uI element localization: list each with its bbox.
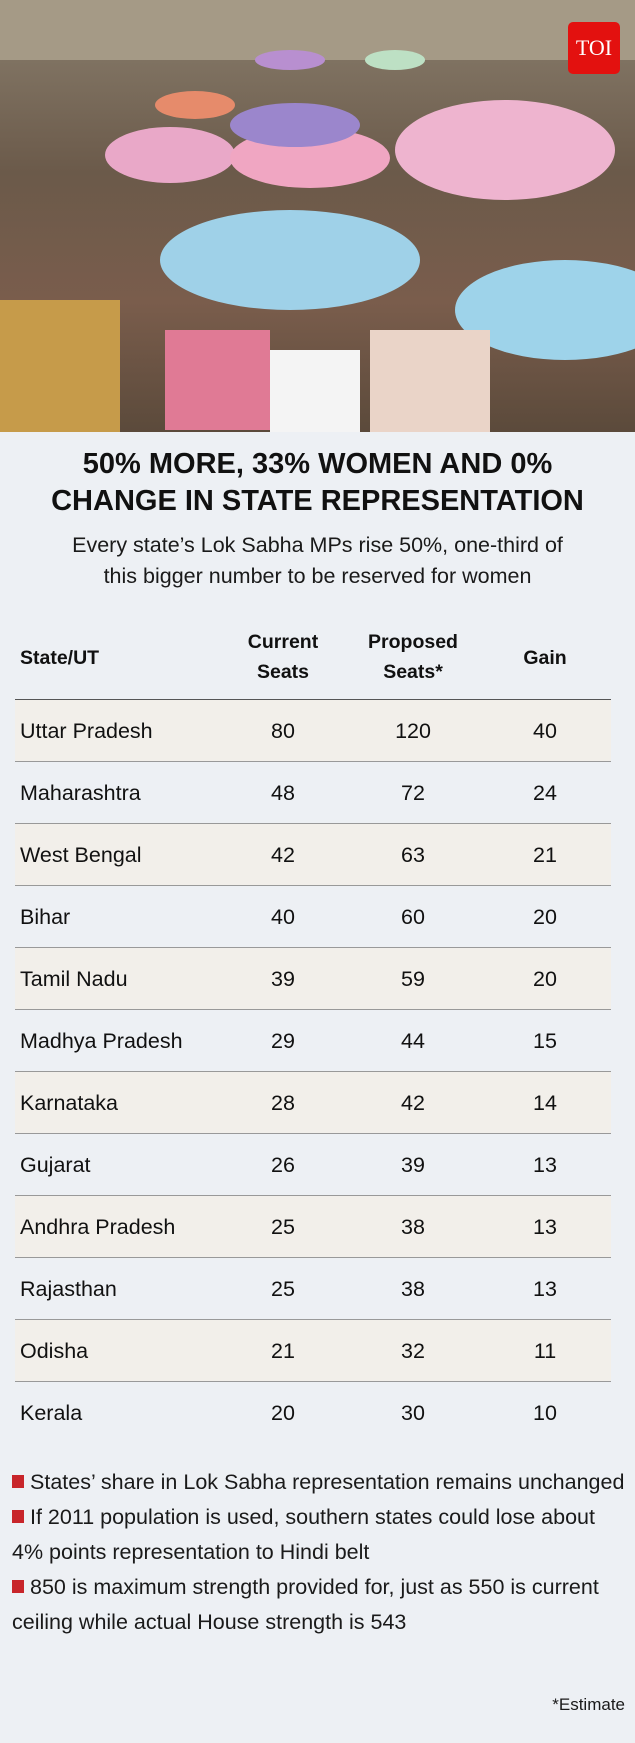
- table-row: Kerala 20 30 10: [15, 1382, 611, 1444]
- subtitle-line: Every state’s Lok Sabha MPs rise 50%, on…: [72, 533, 563, 557]
- proposed-seats: 38: [401, 1277, 425, 1301]
- gain: 40: [533, 719, 557, 743]
- current-seats: 40: [271, 905, 295, 929]
- gain: 20: [533, 967, 557, 991]
- proposed-seats: 42: [401, 1091, 425, 1115]
- state-name: Rajasthan: [20, 1277, 117, 1301]
- proposed-seats: 38: [401, 1215, 425, 1239]
- bullet-square-icon: [12, 1475, 24, 1488]
- subtitle: Every state’s Lok Sabha MPs rise 50%, on…: [0, 530, 635, 592]
- seats-table: State/UT Current Seats Proposed Seats* Gai…: [15, 620, 611, 1444]
- current-seats: 20: [271, 1401, 295, 1425]
- proposed-seats: 72: [401, 781, 425, 805]
- current-seats: 26: [271, 1153, 295, 1177]
- proposed-seats: 44: [401, 1029, 425, 1053]
- state-name: Karnataka: [20, 1091, 119, 1115]
- table-row: Rajasthan 25 38 13: [15, 1258, 611, 1320]
- proposed-seats: 59: [401, 967, 425, 991]
- footnote: *Estimate: [552, 1695, 625, 1714]
- current-seats: 42: [271, 843, 295, 867]
- bullet-square-icon: [12, 1510, 24, 1523]
- current-seats: 28: [271, 1091, 295, 1115]
- proposed-seats: 63: [401, 843, 425, 867]
- state-name: West Bengal: [20, 843, 142, 867]
- state-name: Bihar: [20, 905, 71, 929]
- table-row: Gujarat 26 39 13: [15, 1134, 611, 1196]
- table-row: Karnataka 28 42 14: [15, 1072, 611, 1134]
- table-row: Madhya Pradesh 29 44 15: [15, 1010, 611, 1072]
- current-seats: 25: [271, 1215, 295, 1239]
- proposed-seats: 120: [395, 719, 431, 743]
- gain: 14: [533, 1091, 557, 1115]
- gain: 10: [533, 1401, 557, 1425]
- gain: 13: [533, 1153, 557, 1177]
- note-item: States’ share in Lok Sabha representatio…: [12, 1465, 627, 1500]
- gain: 20: [533, 905, 557, 929]
- protest-photo: TOI: [0, 0, 635, 432]
- state-name: Andhra Pradesh: [20, 1215, 176, 1239]
- table-row: Andhra Pradesh 25 38 13: [15, 1196, 611, 1258]
- state-name: Madhya Pradesh: [20, 1029, 183, 1053]
- state-name: Kerala: [20, 1401, 83, 1425]
- table-row: Maharashtra 48 72 24: [15, 762, 611, 824]
- state-name: Maharashtra: [20, 781, 141, 805]
- state-name: Odisha: [20, 1339, 89, 1363]
- gain: 21: [533, 843, 557, 867]
- state-name: Gujarat: [20, 1153, 91, 1177]
- headline-line: 50% MORE, 33% WOMEN AND 0%: [82, 448, 553, 480]
- table-row: Odisha 21 32 11: [15, 1320, 611, 1382]
- toi-logo: TOI: [568, 22, 620, 74]
- current-seats: 21: [271, 1339, 295, 1363]
- proposed-seats: 60: [401, 905, 425, 929]
- table-row: West Bengal 42 63 21: [15, 824, 611, 886]
- state-name: Uttar Pradesh: [20, 719, 153, 743]
- subtitle-line: this bigger number to be reserved for wo…: [103, 564, 532, 588]
- state-name: Tamil Nadu: [20, 967, 128, 991]
- current-seats: 39: [271, 967, 295, 991]
- current-seats: 29: [271, 1029, 295, 1053]
- table-row: Bihar 40 60 20: [15, 886, 611, 948]
- current-seats: 25: [271, 1277, 295, 1301]
- proposed-seats: 39: [401, 1153, 425, 1177]
- header-state: State/UT: [20, 647, 100, 669]
- gain: 11: [533, 1339, 557, 1363]
- current-seats: 48: [271, 781, 295, 805]
- gain: 13: [533, 1277, 557, 1301]
- table-row: Tamil Nadu 39 59 20: [15, 948, 611, 1010]
- gain: 24: [533, 781, 557, 805]
- bullet-square-icon: [12, 1580, 24, 1593]
- header-proposed: Proposed Seats*: [368, 631, 458, 683]
- gain: 15: [533, 1029, 557, 1053]
- headline-line: CHANGE IN STATE REPRESENTATION: [51, 485, 584, 517]
- notes-list: States’ share in Lok Sabha representatio…: [12, 1465, 627, 1640]
- current-seats: 80: [271, 719, 295, 743]
- proposed-seats: 30: [401, 1401, 425, 1425]
- proposed-seats: 32: [401, 1339, 425, 1363]
- note-item: 850 is maximum strength provided for, ju…: [12, 1575, 599, 1634]
- headline: 50% MORE, 33% WOMEN AND 0% CHANGE IN STA…: [0, 446, 635, 520]
- table-header: State/UT Current Seats Proposed Seats* Gai…: [15, 620, 611, 700]
- note-item: If 2011 population is used, southern sta…: [12, 1505, 595, 1564]
- table-row: Uttar Pradesh 80 120 40: [15, 700, 611, 762]
- gain: 13: [533, 1215, 557, 1239]
- header-current: Current Seats: [247, 631, 319, 683]
- header-gain: Gain: [523, 647, 567, 669]
